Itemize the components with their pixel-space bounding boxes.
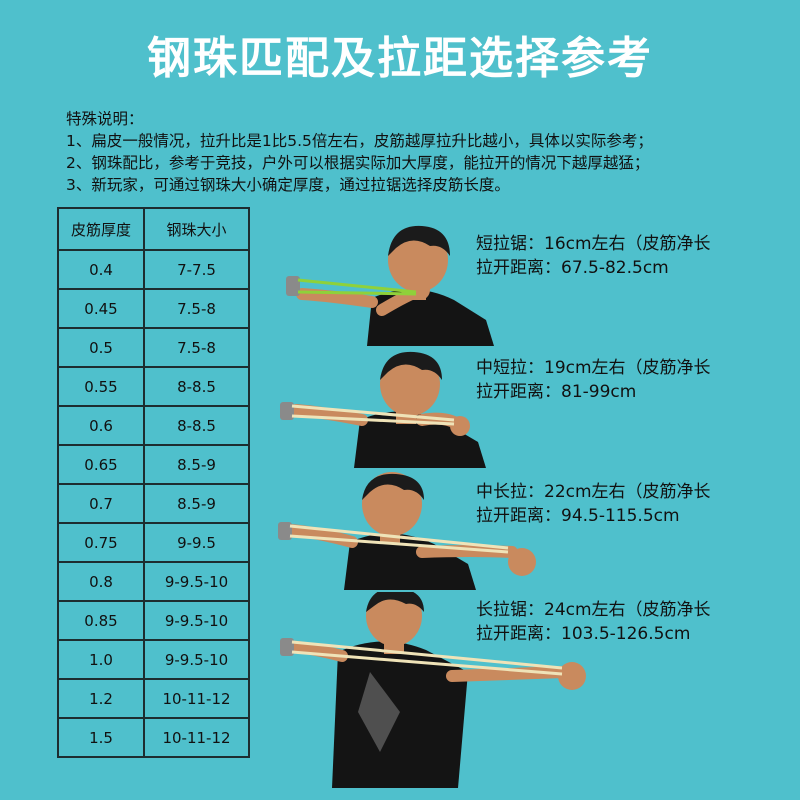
table-row: 0.6 8-8.5 — [57, 405, 250, 446]
cell-thickness: 1.0 — [57, 639, 145, 680]
long-draw-photo — [272, 592, 608, 788]
cell-ball-size: 7.5-8 — [143, 288, 250, 329]
header-ball-size: 钢珠大小 — [143, 207, 250, 251]
cell-thickness: 0.8 — [57, 561, 145, 602]
cell-ball-size: 10-11-12 — [143, 717, 250, 758]
table-row: 1.2 10-11-12 — [57, 678, 250, 719]
cell-ball-size: 9-9.5 — [143, 522, 250, 563]
cell-ball-size: 8.5-9 — [143, 483, 250, 524]
medium-long-draw-distance: 拉开距离：94.5-115.5cm — [476, 506, 680, 526]
table-row: 0.55 8-8.5 — [57, 366, 250, 407]
page-title: 钢珠匹配及拉距选择参考 — [147, 33, 653, 84]
cell-ball-size: 8.5-9 — [143, 444, 250, 485]
cell-ball-size: 10-11-12 — [143, 678, 250, 719]
cell-thickness: 0.55 — [57, 366, 145, 407]
table-row: 0.8 9-9.5-10 — [57, 561, 250, 602]
medium-short-draw-distance: 拉开距离：81-99cm — [476, 382, 637, 402]
long-draw-length: 长拉锯：24cm左右（皮筋净长 — [476, 600, 711, 620]
cell-thickness: 0.65 — [57, 444, 145, 485]
table-row: 0.4 7-7.5 — [57, 249, 250, 290]
cell-thickness: 1.5 — [57, 717, 145, 758]
table-row: 0.7 8.5-9 — [57, 483, 250, 524]
header-band-thickness: 皮筋厚度 — [57, 207, 145, 251]
notes-line: 2、钢珠配比，参考于竞技，户外可以根据实际加大厚度，能拉开的情况下越厚越猛； — [66, 154, 650, 172]
notes-line: 3、新玩家，可通过钢珠大小确定厚度，通过拉锯选择皮筋长度。 — [66, 176, 510, 194]
cell-ball-size: 7-7.5 — [143, 249, 250, 290]
cell-ball-size: 8-8.5 — [143, 366, 250, 407]
cell-thickness: 0.75 — [57, 522, 145, 563]
cell-thickness: 0.6 — [57, 405, 145, 446]
cell-ball-size: 9-9.5-10 — [143, 561, 250, 602]
cell-thickness: 0.7 — [57, 483, 145, 524]
cell-thickness: 0.45 — [57, 288, 145, 329]
short-draw-length: 短拉锯：16cm左右（皮筋净长 — [476, 234, 711, 254]
cell-thickness: 1.2 — [57, 678, 145, 719]
short-draw-distance: 拉开距离：67.5-82.5cm — [476, 258, 669, 278]
medium-short-draw-length: 中短拉：19cm左右（皮筋净长 — [476, 358, 711, 378]
notes: 特殊说明： 1、扁皮一般情况，拉升比是1比5.5倍左右，皮筋越厚拉升比越小，具体… — [66, 108, 653, 196]
cell-thickness: 0.4 — [57, 249, 145, 290]
table-row: 0.45 7.5-8 — [57, 288, 250, 329]
table-row: 0.65 8.5-9 — [57, 444, 250, 485]
reference-table: 皮筋厚度 钢珠大小 0.4 7-7.5 0.45 7.5-8 0.5 7.5-8 0.… — [57, 207, 250, 758]
cell-thickness: 0.85 — [57, 600, 145, 641]
short-draw-photo — [272, 222, 608, 346]
long-draw-info: 长拉锯：24cm左右（皮筋净长 拉开距离：103.5-126.5cm — [476, 598, 711, 646]
medium-long-draw-length: 中长拉：22cm左右（皮筋净长 — [476, 482, 711, 502]
table-row: 0.75 9-9.5 — [57, 522, 250, 563]
notes-line: 1、扁皮一般情况，拉升比是1比5.5倍左右，皮筋越厚拉升比越小，具体以实际参考； — [66, 132, 653, 150]
medium-short-draw-photo — [272, 350, 608, 468]
cell-ball-size: 8-8.5 — [143, 405, 250, 446]
cell-ball-size: 7.5-8 — [143, 327, 250, 368]
notes-heading: 特殊说明： — [66, 110, 144, 128]
table-header-row: 皮筋厚度 钢珠大小 — [57, 207, 250, 251]
table-row: 1.5 10-11-12 — [57, 717, 250, 758]
table-row: 0.85 9-9.5-10 — [57, 600, 250, 641]
cell-ball-size: 9-9.5-10 — [143, 600, 250, 641]
medium-long-draw-photo — [272, 472, 608, 590]
table-row: 0.5 7.5-8 — [57, 327, 250, 368]
medium-short-draw-info: 中短拉：19cm左右（皮筋净长 拉开距离：81-99cm — [476, 356, 711, 404]
long-draw-distance: 拉开距离：103.5-126.5cm — [476, 624, 691, 644]
medium-long-draw-info: 中长拉：22cm左右（皮筋净长 拉开距离：94.5-115.5cm — [476, 480, 711, 528]
cell-thickness: 0.5 — [57, 327, 145, 368]
table-row: 1.0 9-9.5-10 — [57, 639, 250, 680]
short-draw-info: 短拉锯：16cm左右（皮筋净长 拉开距离：67.5-82.5cm — [476, 232, 711, 280]
cell-ball-size: 9-9.5-10 — [143, 639, 250, 680]
